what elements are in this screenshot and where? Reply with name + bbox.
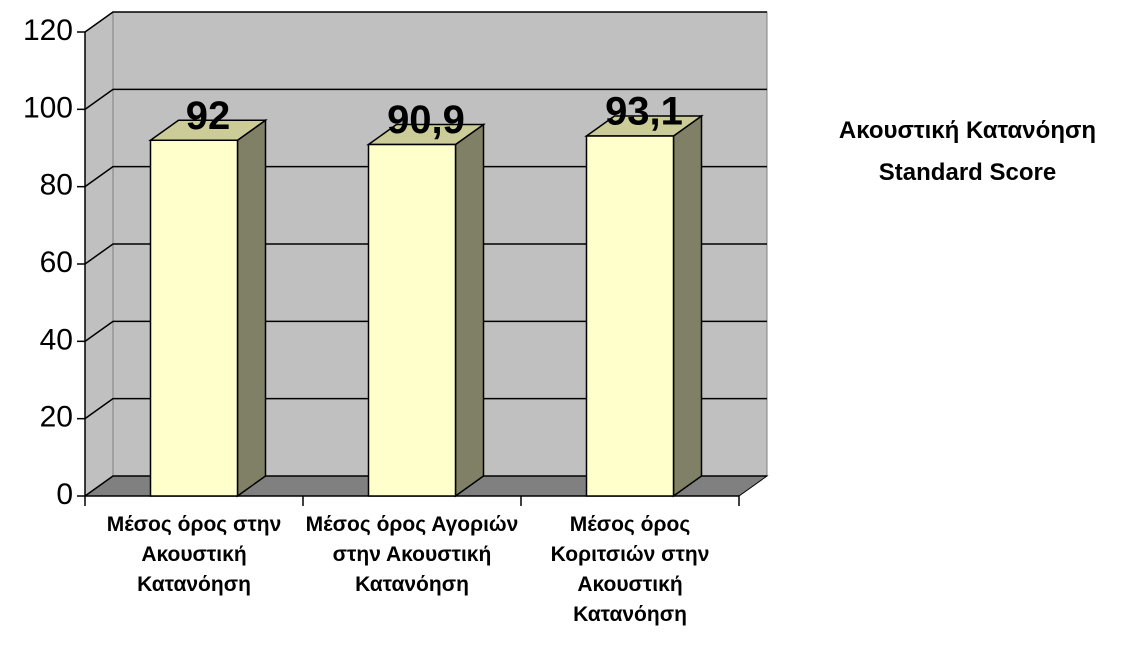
y-tick-label: 0 [56,478,73,511]
bar [149,139,239,497]
y-tick-label: 100 [23,91,73,124]
legend-entry: Ακουστική Κατανόηση Standard Score [838,117,1097,186]
grid-line [84,397,767,420]
grid-line [84,320,767,342]
grid-line [84,165,767,188]
value-label: 92 [186,94,231,138]
bar [367,143,457,497]
grid-line [84,11,767,33]
y-tick-label: 80 [40,169,73,202]
value-label: 90,9 [387,98,465,142]
bar-side [236,118,267,498]
bar-side [672,114,703,498]
x-tick-label: Μέσος όρος Αγοριών στην Ακουστική Κατανό… [305,513,519,596]
y-tick-label: 40 [40,323,73,356]
y-tick-label: 20 [40,401,73,434]
y-tick-label: 120 [23,14,73,47]
x-tick-label: Μέσος όρος Κοριτσιών στην Ακουστική Κατα… [550,513,710,626]
value-label: 93,1 [605,90,683,134]
grid-line [84,475,767,497]
grid-line [84,88,767,110]
bar [585,135,675,497]
grid-line [84,243,767,265]
y-tick-label: 60 [40,246,73,279]
x-tick-label: Μέσος όρος στην Ακουστική Κατανόηση [106,513,282,596]
bar-side [454,123,485,498]
